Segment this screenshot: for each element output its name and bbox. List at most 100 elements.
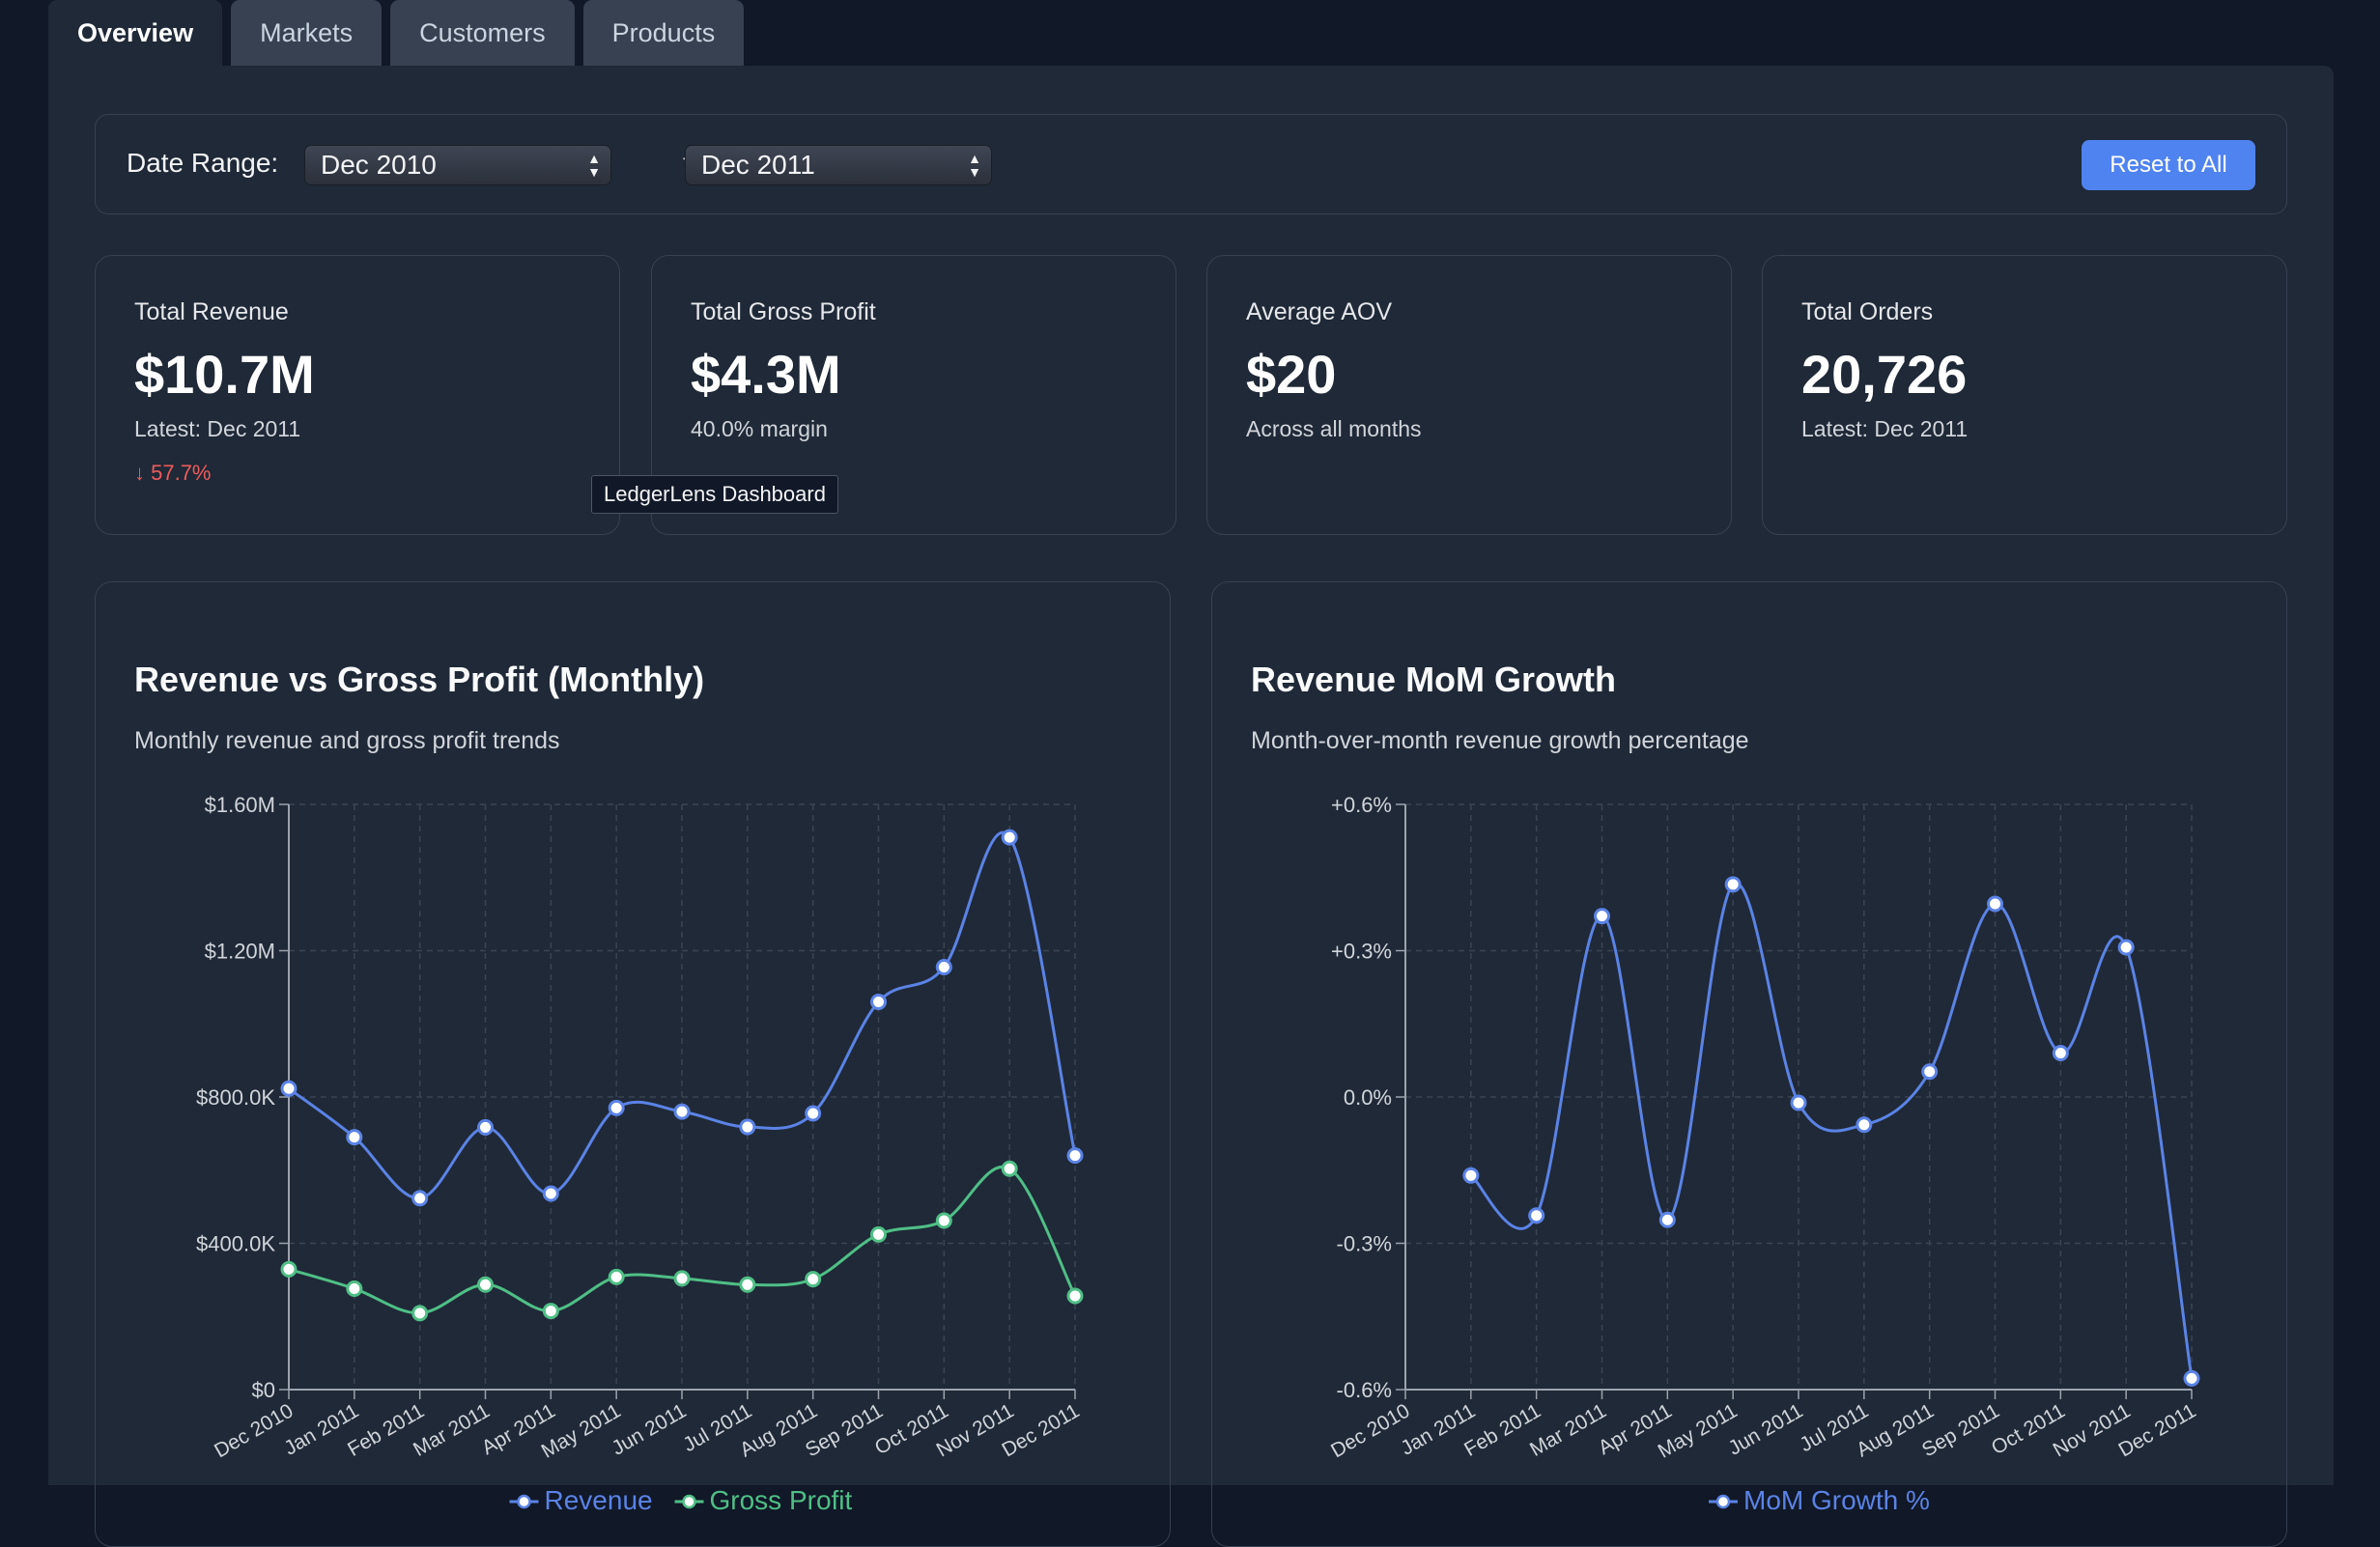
- tooltip: LedgerLens Dashboard: [591, 475, 838, 514]
- legend-label: Gross Profit: [710, 1485, 853, 1515]
- data-point: [870, 994, 887, 1011]
- data-point: [1001, 1160, 1018, 1177]
- data-point: [1066, 1287, 1084, 1305]
- mom-growth-chart-card: Revenue MoM Growth Month-over-month reve…: [1211, 581, 2287, 1547]
- data-point: [608, 1099, 625, 1116]
- x-tick-label: Jun 2011: [1725, 1399, 1807, 1459]
- kpi-subtext: Across all months: [1246, 416, 1422, 441]
- chart-subtitle: Monthly revenue and gross profit trends: [134, 727, 560, 754]
- data-point: [1001, 829, 1018, 846]
- data-point: [739, 1276, 756, 1293]
- kpi-value: $20: [1246, 344, 1337, 405]
- data-point: [411, 1190, 429, 1207]
- data-point: [1790, 1094, 1807, 1111]
- kpi-card-total-gross-profit: Total Gross Profit $4.3M 40.0% margin: [651, 255, 1176, 535]
- date-from-value: Dec 2010: [321, 150, 437, 180]
- data-point: [1658, 1211, 1676, 1228]
- data-point: [1987, 895, 2003, 913]
- data-point: [935, 1212, 952, 1229]
- data-point: [477, 1276, 494, 1293]
- data-point: [542, 1303, 559, 1320]
- data-point: [739, 1118, 756, 1136]
- date-range-filter: Date Range: Dec 2010 ▲▼ to Dec 2011 ▲▼ R…: [95, 114, 2287, 214]
- data-point: [346, 1280, 363, 1297]
- data-point: [673, 1103, 691, 1120]
- date-range-label: Date Range:: [127, 148, 279, 178]
- legend-label: MoM Growth %: [1743, 1485, 1930, 1515]
- tab-overview[interactable]: Overview: [48, 0, 223, 66]
- y-tick-label: +0.6%: [1331, 793, 1392, 817]
- data-point: [1462, 1167, 1480, 1184]
- data-point: [542, 1185, 559, 1202]
- kpi-subtext: Latest: Dec 2011: [1801, 416, 1969, 441]
- y-tick-label: $0: [252, 1378, 275, 1402]
- tab-products[interactable]: Products: [582, 0, 745, 66]
- date-to-value: Dec 2011: [701, 150, 815, 180]
- x-tick-label: Dec 2010: [211, 1399, 297, 1462]
- data-point: [280, 1080, 298, 1097]
- data-point: [411, 1305, 429, 1322]
- legend-marker: [682, 1494, 696, 1509]
- kpi-delta-down: ↓ 57.7%: [134, 461, 212, 485]
- data-point: [1528, 1207, 1545, 1224]
- tab-customers[interactable]: Customers: [390, 0, 575, 66]
- data-point: [1724, 876, 1742, 893]
- data-point: [477, 1118, 494, 1136]
- legend-marker: [517, 1494, 531, 1509]
- series-line: [288, 831, 1077, 1200]
- kpi-subtext: Latest: Dec 2011: [134, 416, 301, 441]
- data-point: [1066, 1147, 1084, 1165]
- kpi-card-total-revenue: Total Revenue $10.7M Latest: Dec 2011 ↓ …: [95, 255, 620, 535]
- chart-title: Revenue MoM Growth: [1251, 660, 1617, 699]
- kpi-label: Average AOV: [1246, 298, 1393, 325]
- y-tick-label: $1.60M: [205, 793, 275, 817]
- data-point: [1921, 1063, 1939, 1081]
- data-point: [870, 1225, 887, 1243]
- chart-title: Revenue vs Gross Profit (Monthly): [134, 660, 705, 699]
- kpi-card-total-orders: Total Orders 20,726 Latest: Dec 2011: [1762, 255, 2287, 535]
- y-tick-label: +0.3%: [1331, 940, 1392, 964]
- y-tick-label: -0.3%: [1337, 1232, 1392, 1256]
- legend-label: Revenue: [545, 1485, 653, 1515]
- data-point: [346, 1129, 363, 1146]
- y-tick-label: $400.0K: [196, 1232, 275, 1256]
- x-tick-label: Jun 2011: [609, 1399, 691, 1459]
- select-arrows-icon: ▲ ▼: [587, 151, 601, 180]
- data-point: [673, 1270, 691, 1287]
- data-point: [1856, 1116, 1873, 1134]
- data-point: [935, 959, 952, 976]
- data-point: [2052, 1045, 2069, 1062]
- y-tick-label: $1.20M: [205, 940, 275, 964]
- series-line: [1469, 882, 2194, 1379]
- overview-panel: Date Range: Dec 2010 ▲▼ to Dec 2011 ▲▼ R…: [48, 66, 2334, 1547]
- data-point: [1594, 908, 1610, 925]
- data-point: [280, 1260, 298, 1278]
- data-point: [805, 1271, 822, 1288]
- kpi-label: Total Gross Profit: [691, 298, 876, 325]
- dashboard-app: Overview Markets Customers Products Date…: [48, 0, 2334, 1547]
- kpi-value: $4.3M: [691, 344, 841, 405]
- data-point: [2183, 1369, 2200, 1387]
- data-point: [805, 1105, 822, 1122]
- chart-subtitle: Month-over-month revenue growth percenta…: [1251, 727, 1749, 754]
- kpi-subtext: 40.0% margin: [691, 416, 828, 441]
- kpi-value: $10.7M: [134, 344, 315, 405]
- kpi-card-average-aov: Average AOV $20 Across all months: [1206, 255, 1732, 535]
- y-tick-label: $800.0K: [196, 1085, 275, 1110]
- date-from-select[interactable]: Dec 2010 ▲ ▼: [304, 145, 611, 185]
- reset-to-all-button[interactable]: Reset to All: [2082, 140, 2255, 190]
- y-tick-label: -0.6%: [1337, 1378, 1392, 1402]
- tab-markets[interactable]: Markets: [231, 0, 382, 66]
- data-point: [2117, 939, 2135, 956]
- date-to-select[interactable]: Dec 2011 ▲ ▼: [685, 145, 992, 185]
- revenue-profit-chart-card: Revenue vs Gross Profit (Monthly) Monthl…: [95, 581, 1171, 1547]
- x-tick-label: Dec 2010: [1327, 1399, 1413, 1462]
- tab-bar: Overview Markets Customers Products: [48, 0, 752, 67]
- kpi-label: Total Orders: [1801, 298, 1934, 325]
- select-arrows-icon: ▲ ▼: [968, 151, 981, 180]
- data-point: [608, 1268, 625, 1285]
- legend-marker: [1715, 1494, 1731, 1509]
- y-tick-label: 0.0%: [1344, 1085, 1392, 1110]
